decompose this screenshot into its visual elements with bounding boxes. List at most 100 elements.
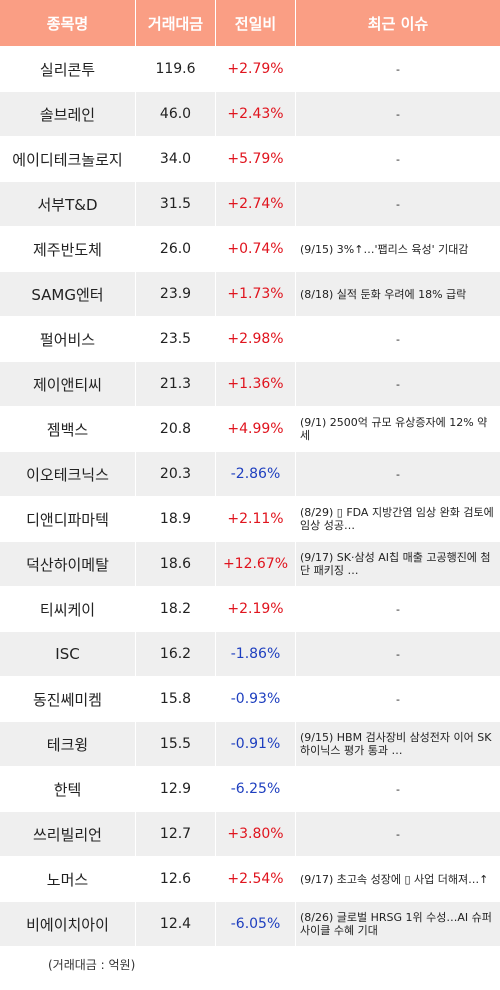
change-rate: -6.05%	[216, 902, 296, 946]
stock-name: 제주반도체	[0, 227, 136, 271]
table-row: 펄어비스 23.5 +2.98% -	[0, 316, 500, 361]
trade-volume: 16.2	[136, 632, 216, 676]
table-row: 한텍 12.9 -6.25% -	[0, 766, 500, 811]
change-rate: -6.25%	[216, 767, 296, 811]
trade-volume: 34.0	[136, 137, 216, 181]
table-header: 종목명 거래대금 전일비 최근 이슈	[0, 0, 500, 46]
change-rate: +2.79%	[216, 47, 296, 91]
table-row: 에이디테크놀로지 34.0 +5.79% -	[0, 136, 500, 181]
trade-volume: 12.7	[136, 812, 216, 856]
table-row: 쓰리빌리언 12.7 +3.80% -	[0, 811, 500, 856]
table-row: ISC 16.2 -1.86% -	[0, 631, 500, 676]
issue-text: -	[396, 152, 400, 166]
issue-text: -	[396, 602, 400, 616]
trade-volume: 31.5	[136, 182, 216, 226]
trade-volume: 23.5	[136, 317, 216, 361]
stock-name: SAMG엔터	[0, 272, 136, 316]
change-rate: +12.67%	[216, 542, 296, 586]
trade-volume: 26.0	[136, 227, 216, 271]
footnote: (거래대금 : 억원)	[48, 958, 136, 972]
table-row: 노머스 12.6 +2.54% (9/17) 초고속 성장에 ▯ 사업 더해져…↑	[0, 856, 500, 901]
table-row: 젬백스 20.8 +4.99% (9/1) 2500억 규모 유상증자에 12% 약세	[0, 406, 500, 451]
issue-text: -	[396, 467, 400, 481]
stock-name: 에이디테크놀로지	[0, 137, 136, 181]
issue-text: (9/17) SK·삼성 AI칩 매출 고공행진에 첨단 패키징 …	[300, 551, 491, 577]
recent-issue: (8/18) 실적 둔화 우려에 18% 급락	[296, 272, 500, 316]
stock-name: 티씨케이	[0, 587, 136, 631]
table-row: 비에이치아이 12.4 -6.05% (8/26) 글로벌 HRSG 1위 수성…AI…	[0, 901, 500, 946]
issue-text: -	[396, 782, 400, 796]
issue-text: -	[396, 377, 400, 391]
recent-issue: -	[296, 47, 500, 91]
recent-issue: (9/15) HBM 검사장비 삼성전자 이어 SK하이닉스 평가 통과 …	[296, 722, 500, 766]
trade-volume: 119.6	[136, 47, 216, 91]
change-rate: +3.80%	[216, 812, 296, 856]
stock-name: 젬백스	[0, 407, 136, 451]
recent-issue: -	[296, 182, 500, 226]
trade-volume: 20.3	[136, 452, 216, 496]
issue-text: (8/29) ▯ FDA 지방간염 임상 완화 검토에 임상 성공…	[300, 506, 494, 532]
table-row: 동진쎄미켐 15.8 -0.93% -	[0, 676, 500, 721]
table-row: SAMG엔터 23.9 +1.73% (8/18) 실적 둔화 우려에 18% 급락	[0, 271, 500, 316]
recent-issue: (9/17) SK·삼성 AI칩 매출 고공행진에 첨단 패키징 …	[296, 542, 500, 586]
recent-issue: (9/1) 2500억 규모 유상증자에 12% 약세	[296, 407, 500, 451]
table-row: 테크윙 15.5 -0.91% (9/15) HBM 검사장비 삼성전자 이어 SK하…	[0, 721, 500, 766]
header-change: 전일비	[216, 0, 296, 46]
stock-name: ISC	[0, 632, 136, 676]
issue-text: -	[396, 827, 400, 841]
stock-name: 덕산하이메탈	[0, 542, 136, 586]
issue-text: (9/17) 초고속 성장에 ▯ 사업 더해져…↑	[300, 872, 489, 886]
change-rate: +2.74%	[216, 182, 296, 226]
change-rate: +2.43%	[216, 92, 296, 136]
recent-issue: (9/15) 3%↑…'팹리스 육성' 기대감	[296, 227, 500, 271]
stock-name: 서부T&D	[0, 182, 136, 226]
table-row: 서부T&D 31.5 +2.74% -	[0, 181, 500, 226]
change-rate: -0.91%	[216, 722, 296, 766]
table-row: 제이앤티씨 21.3 +1.36% -	[0, 361, 500, 406]
trade-volume: 12.4	[136, 902, 216, 946]
change-rate: +5.79%	[216, 137, 296, 181]
stock-name: 이오테크닉스	[0, 452, 136, 496]
trade-volume: 18.6	[136, 542, 216, 586]
issue-text: -	[396, 332, 400, 346]
stock-name: 디앤디파마텍	[0, 497, 136, 541]
table-row: 이오테크닉스 20.3 -2.86% -	[0, 451, 500, 496]
change-rate: +2.54%	[216, 857, 296, 901]
header-issue: 최근 이슈	[296, 0, 500, 46]
table-body: 실리콘투 119.6 +2.79% - 솔브레인 46.0 +2.43% - 에이디테크놀로지 3…	[0, 46, 500, 946]
trade-volume: 15.8	[136, 677, 216, 721]
issue-text: (9/15) 3%↑…'팹리스 육성' 기대감	[300, 242, 469, 256]
stock-name: 솔브레인	[0, 92, 136, 136]
stock-name: 한텍	[0, 767, 136, 811]
stock-name: 동진쎄미켐	[0, 677, 136, 721]
trade-volume: 18.2	[136, 587, 216, 631]
issue-text: -	[396, 107, 400, 121]
table-row: 디앤디파마텍 18.9 +2.11% (8/29) ▯ FDA 지방간염 임상 완화 …	[0, 496, 500, 541]
stock-name: 노머스	[0, 857, 136, 901]
recent-issue: -	[296, 317, 500, 361]
recent-issue: (8/29) ▯ FDA 지방간염 임상 완화 검토에 임상 성공…	[296, 497, 500, 541]
issue-text: (9/15) HBM 검사장비 삼성전자 이어 SK하이닉스 평가 통과 …	[300, 731, 492, 757]
stock-table: 종목명 거래대금 전일비 최근 이슈 실리콘투 119.6 +2.79% - 솔브레인 4…	[0, 0, 500, 946]
recent-issue: (9/17) 초고속 성장에 ▯ 사업 더해져…↑	[296, 857, 500, 901]
trade-volume: 12.6	[136, 857, 216, 901]
change-rate: +4.99%	[216, 407, 296, 451]
change-rate: -1.86%	[216, 632, 296, 676]
table-row: 제주반도체 26.0 +0.74% (9/15) 3%↑…'팹리스 육성' 기대감	[0, 226, 500, 271]
trade-volume: 23.9	[136, 272, 216, 316]
change-rate: +1.73%	[216, 272, 296, 316]
change-rate: +1.36%	[216, 362, 296, 406]
table-row: 솔브레인 46.0 +2.43% -	[0, 91, 500, 136]
header-volume: 거래대금	[136, 0, 216, 46]
issue-text: -	[396, 197, 400, 211]
recent-issue: -	[296, 92, 500, 136]
table-row: 덕산하이메탈 18.6 +12.67% (9/17) SK·삼성 AI칩 매출 고공행…	[0, 541, 500, 586]
issue-text: -	[396, 692, 400, 706]
change-rate: -2.86%	[216, 452, 296, 496]
trade-volume: 20.8	[136, 407, 216, 451]
recent-issue: (8/26) 글로벌 HRSG 1위 수성…AI 슈퍼사이클 수혜 기대	[296, 902, 500, 946]
issue-text: -	[396, 62, 400, 76]
issue-text: (9/1) 2500억 규모 유상증자에 12% 약세	[300, 416, 488, 442]
recent-issue: -	[296, 587, 500, 631]
trade-volume: 15.5	[136, 722, 216, 766]
